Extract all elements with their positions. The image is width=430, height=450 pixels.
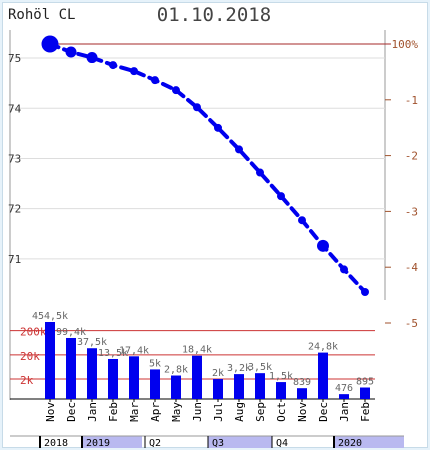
left-axis-tick-label: 74 (8, 102, 22, 115)
line-chart-area: 75 74 73 72 71 100% -1 -2 -3 -4 -5 (8, 30, 418, 400)
bar-value-label: 37,5k (77, 337, 107, 348)
left-axis-tick-label: 73 (8, 152, 21, 165)
data-point (151, 76, 159, 85)
bar-value-label: 5k (149, 358, 161, 369)
bar (339, 394, 349, 399)
timeline-label: Q4 (276, 438, 288, 449)
bar (150, 369, 160, 399)
month-label: May (170, 402, 183, 422)
bar-value-label: 476 (335, 383, 353, 394)
timeline-band (334, 436, 404, 448)
data-point (130, 67, 138, 76)
series-line (48, 42, 367, 294)
data-point (340, 265, 348, 274)
bar (66, 337, 76, 399)
data-point (256, 168, 264, 177)
bar-value-label: 24,8k (308, 342, 338, 353)
date-title: 01.10.2018 (157, 4, 271, 26)
data-point (172, 86, 180, 95)
bar-value-label: 2,8k (164, 365, 188, 376)
timeline-label: 2018 (44, 438, 68, 449)
bar (171, 375, 181, 399)
bar (318, 352, 328, 399)
bar (108, 358, 118, 399)
right-axis-tick-label: -3 (405, 205, 418, 218)
month-label: Jan (86, 402, 99, 422)
data-point (214, 123, 222, 132)
right-axis-tick-label: 100% (392, 38, 419, 51)
bar-reference-label: 2k (20, 374, 34, 387)
month-label: Aug (233, 402, 246, 422)
left-axis-tick-label: 71 (8, 253, 21, 266)
left-axis-tick-label: 72 (8, 203, 21, 216)
month-label: Nov (44, 402, 57, 422)
bar-value-label: 839 (293, 377, 311, 388)
month-label: Jan (338, 402, 351, 422)
bar (276, 382, 286, 399)
data-point (109, 61, 117, 70)
data-point (317, 239, 329, 252)
bar-reference-label: 200k (20, 326, 47, 339)
month-label: Apr (149, 402, 162, 422)
timeline-label: Q3 (212, 438, 224, 449)
timeline-label: 2020 (338, 438, 362, 449)
instrument-title: Rohöl CL (8, 7, 75, 23)
month-label: Dec (65, 402, 78, 422)
bar (192, 355, 202, 399)
bar-value-label: 17,4k (119, 345, 149, 356)
month-label: Dec (317, 402, 330, 422)
data-point (277, 192, 285, 201)
month-label: Oct (275, 402, 288, 422)
bar-value-label: 895 (356, 377, 374, 388)
bar (213, 379, 223, 399)
data-point (235, 145, 243, 154)
right-axis-tick-label: -1 (405, 94, 418, 107)
bar-value-label: 1,5k (269, 371, 293, 382)
bar (360, 387, 370, 399)
bar-chart-area: 200k 20k 2k 454,5k Nov 99,4k Dec 37,5k Jan 13,5k F… (10, 311, 375, 422)
bar-value-label: 3,5k (248, 362, 272, 373)
bar-value-label: 2k (212, 368, 224, 379)
right-axis-tick-label: -2 (405, 150, 418, 163)
month-label: Feb (359, 402, 372, 422)
bar-value-label: 454,5k (32, 311, 68, 322)
bar-value-label: 13,5k (98, 348, 128, 359)
data-point (361, 288, 369, 296)
bar (255, 373, 265, 399)
bar-value-label: 3,2k (227, 363, 251, 374)
month-label: Feb (107, 402, 120, 422)
bar (45, 322, 55, 399)
timeline-band (82, 436, 142, 448)
data-point (86, 52, 98, 64)
month-label: Jul (212, 402, 225, 422)
data-point (65, 46, 77, 58)
data-point (41, 35, 59, 53)
right-axis-tick-label: -5 (405, 317, 418, 330)
right-axis-tick-label: -4 (405, 261, 419, 274)
timeline-strip: 2018 2019 Q2 Q3 Q4 2020 (10, 435, 404, 449)
timeline-label: Q2 (149, 438, 161, 449)
month-label: Nov (296, 402, 309, 422)
bar (297, 388, 307, 399)
bar-value-label: 99,4k (56, 327, 86, 338)
bar (87, 348, 97, 399)
month-label: Sep (254, 402, 267, 422)
left-axis-tick-label: 75 (8, 52, 21, 65)
bar-reference-label: 20k (20, 350, 40, 363)
data-point (298, 216, 306, 225)
data-point (193, 103, 201, 112)
timeline-label: 2019 (86, 438, 110, 449)
month-label: Jun (191, 402, 204, 422)
bar (234, 374, 244, 399)
timeline-band (208, 436, 272, 448)
bar-value-label: 18,4k (182, 345, 212, 356)
month-label: Mar (128, 402, 141, 422)
bar (129, 356, 139, 399)
